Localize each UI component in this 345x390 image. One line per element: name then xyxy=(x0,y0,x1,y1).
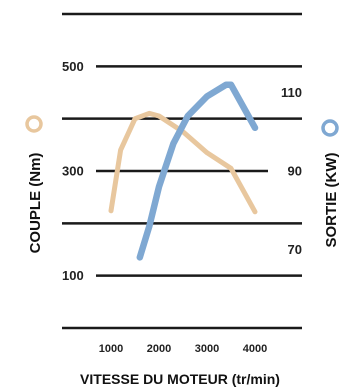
x-tick-label: 1000 xyxy=(99,343,123,355)
x-tick-label: 4000 xyxy=(243,343,267,355)
left-axis-ticks: 100 300 500 xyxy=(60,56,96,286)
tick-background xyxy=(268,82,304,103)
left-tick-label: 100 xyxy=(62,268,84,283)
right-axis-marker xyxy=(321,119,339,137)
x-axis-label: VITESSE DU MOTEUR (tr/min) xyxy=(80,371,280,387)
sortie-series-line xyxy=(136,81,259,261)
right-axis-label: SORTIE (KW) xyxy=(323,153,340,248)
right-axis-title: SORTIE (KW) xyxy=(321,119,340,248)
x-axis-ticks: 1000 2000 3000 4000 xyxy=(99,343,267,355)
tick-background xyxy=(60,161,96,181)
x-tick-label: 3000 xyxy=(195,343,219,355)
right-tick-label: 70 xyxy=(288,242,302,257)
right-axis-ticks: 70 90 110 xyxy=(268,82,304,260)
right-tick-label: 110 xyxy=(281,85,302,100)
left-axis-label: COUPLE (Nm) xyxy=(27,153,44,254)
left-axis-marker xyxy=(25,115,43,133)
tick-background xyxy=(268,161,304,181)
x-tick-label: 2000 xyxy=(147,343,171,355)
series-lines xyxy=(108,81,259,261)
couple-series-line xyxy=(108,110,258,215)
gridlines xyxy=(62,12,302,330)
left-tick-label: 500 xyxy=(62,59,84,74)
right-tick-label: 90 xyxy=(288,164,302,179)
left-tick-label: 300 xyxy=(62,164,84,179)
tick-background xyxy=(60,56,96,77)
tick-background xyxy=(268,239,304,260)
left-axis-title: COUPLE (Nm) xyxy=(25,115,44,254)
tick-background xyxy=(60,265,96,286)
